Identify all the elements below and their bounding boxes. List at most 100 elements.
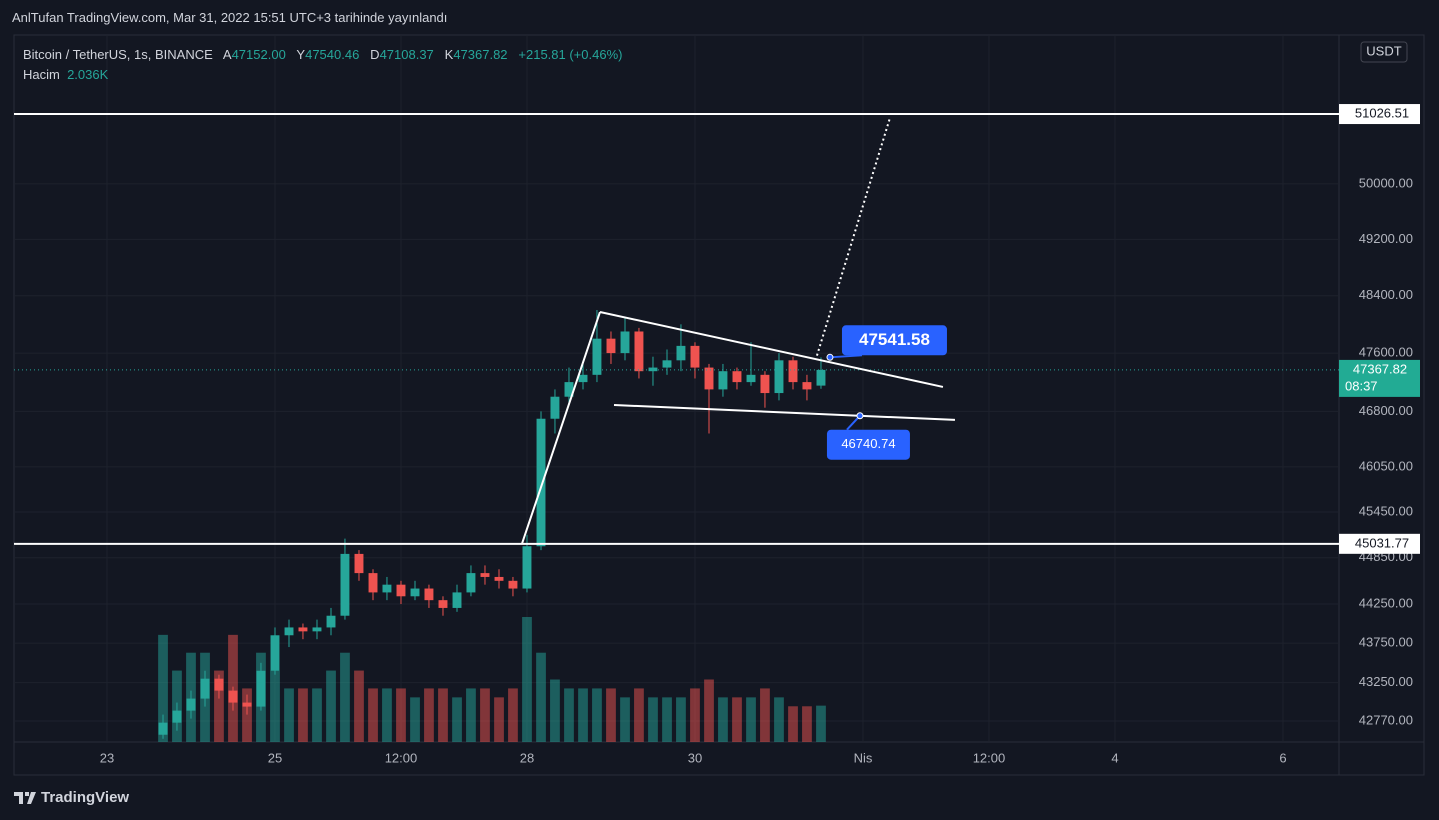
volume-bar (368, 688, 378, 742)
volume-bar (382, 688, 392, 742)
y-tick-label: 42770.00 (1359, 712, 1413, 727)
countdown: 08:37 (1345, 378, 1378, 393)
candle-body (228, 690, 238, 703)
volume-bar (158, 634, 168, 742)
candle-body (592, 338, 602, 375)
volume-bar (480, 688, 490, 742)
volume-value: 2.036K (67, 67, 109, 82)
last-price-box (1339, 359, 1420, 397)
callout-box (841, 325, 947, 356)
volume-row: Hacim 2.036K (23, 65, 622, 85)
candle-body (438, 600, 448, 608)
ohlc-label: Y (296, 47, 306, 62)
candle-body (158, 722, 168, 735)
x-tick-label: 12:00 (385, 750, 418, 765)
candle-body (410, 588, 420, 597)
candle-body (536, 418, 546, 547)
x-tick-label: Nis (854, 750, 873, 765)
brand-logo (14, 791, 36, 804)
volume-bar (788, 706, 798, 742)
candle-body (788, 360, 798, 383)
volume-bar (242, 688, 252, 742)
x-tick-label: 25 (268, 750, 282, 765)
candle-body (550, 396, 560, 419)
horizontal-line-label: 45031.77 (1355, 535, 1409, 550)
candle-body (606, 338, 616, 354)
x-tick-label: 28 (520, 750, 534, 765)
legend-row: Bitcoin / TetherUS, 1s, BINANCE A47152.0… (23, 45, 622, 65)
volume-bar (326, 670, 336, 742)
callout-point (856, 412, 864, 420)
volume-bar (760, 688, 770, 742)
candle-body (312, 627, 322, 632)
volume-bar (424, 688, 434, 742)
currency-box (1360, 41, 1408, 63)
candle-body (690, 345, 700, 368)
x-tick-label: 30 (688, 750, 702, 765)
candle-body (704, 367, 714, 390)
candle-body (382, 584, 392, 593)
x-tick-label: 12:00 (973, 750, 1006, 765)
candle-body (270, 635, 280, 671)
volume-bar (396, 688, 406, 742)
candle-body (186, 698, 196, 711)
y-tick-label: 49200.00 (1359, 231, 1413, 246)
candle-body (648, 367, 658, 372)
x-tick-label: 23 (100, 750, 114, 765)
volume-bar (340, 652, 350, 742)
candle-body (284, 627, 294, 636)
candle-body (508, 580, 518, 589)
volume-bar (732, 697, 742, 742)
volume-label: Hacim (23, 67, 60, 82)
candle-body (242, 702, 252, 707)
volume-bar (802, 706, 812, 742)
change: +215.81 (+0.46%) (518, 47, 623, 62)
ohlc-value: 47367.82 (453, 47, 508, 62)
volume-bar (508, 688, 518, 742)
candle-body (578, 374, 588, 383)
volume-bar (438, 688, 448, 742)
volume-bar (606, 688, 616, 742)
volume-bar (284, 688, 294, 742)
last-price-label: 47367.82 (1353, 361, 1407, 376)
y-tick-label: 46050.00 (1359, 458, 1413, 473)
volume-bar (312, 688, 322, 742)
candle-body (718, 371, 728, 390)
volume-bar (550, 679, 560, 742)
candle-body (298, 627, 308, 632)
candle-body (214, 678, 224, 691)
y-tick-label: 43250.00 (1359, 674, 1413, 689)
volume-bar (718, 697, 728, 742)
x-tick-label: 6 (1279, 750, 1286, 765)
candle-body (746, 374, 756, 383)
volume-bar (746, 697, 756, 742)
legend: Bitcoin / TetherUS, 1s, BINANCE A47152.0… (23, 45, 622, 85)
candle-body (676, 345, 686, 361)
y-tick-label: 47600.00 (1359, 345, 1413, 360)
candle-body (816, 369, 826, 386)
callout-label: 46740.74 (841, 436, 895, 451)
ohlc-value: 47108.37 (379, 47, 434, 62)
volume-bar (662, 697, 672, 742)
candle-body (340, 553, 350, 616)
callout-point (826, 353, 834, 361)
candle-body (564, 382, 574, 397)
candle-body (774, 360, 784, 394)
candle-body (172, 710, 182, 723)
candle-body (634, 331, 644, 372)
volume-bar (620, 697, 630, 742)
volume-bar (466, 688, 476, 742)
volume-bar (522, 617, 532, 742)
volume-bar (774, 697, 784, 742)
candle-body (354, 553, 364, 574)
candle-body (480, 573, 490, 577)
volume-bar (578, 688, 588, 742)
projection-line (815, 117, 891, 356)
y-tick-label: 48400.00 (1359, 287, 1413, 302)
candle-body (396, 584, 406, 597)
ohlc-value: 47540.46 (305, 47, 360, 62)
volume-bar (676, 697, 686, 742)
candle-body (200, 678, 210, 699)
ohlc-label: A (222, 47, 232, 62)
